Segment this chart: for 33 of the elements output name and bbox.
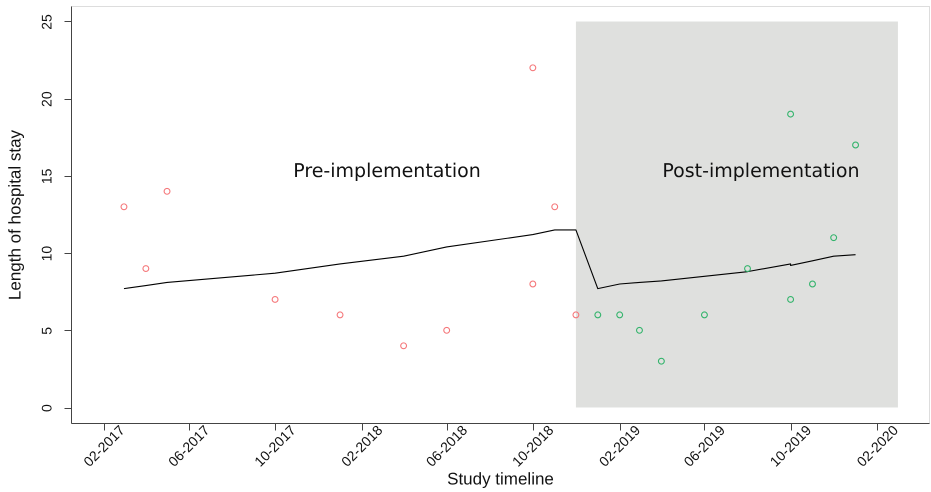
point [744,265,751,272]
annotation: Pre-implementation [293,160,481,182]
y-tick-label: 0 [38,404,54,412]
point [830,234,838,242]
x-axis-title: Study timeline [447,470,554,489]
band-label: Post-implementation [662,160,860,182]
point [787,296,794,303]
y-tick-label: 10 [38,246,54,262]
point [551,203,558,210]
point [142,265,150,272]
point [594,311,602,318]
point [529,64,536,72]
point [336,311,344,318]
point [616,311,624,318]
y-tick-label: 15 [38,168,54,184]
y-tick-label: 20 [38,91,54,107]
y-tick-label: 25 [38,14,54,30]
line-series [123,229,856,290]
point [572,311,580,318]
point [272,296,279,303]
y-axis-title: Length of hospital stay [6,129,24,300]
point [700,311,708,318]
point [809,280,816,288]
point [852,142,860,148]
point [658,358,665,365]
point [400,342,408,350]
point [787,110,794,118]
y-tick-label: 5 [38,326,54,335]
point [120,203,128,210]
point [636,326,643,334]
point [443,326,450,334]
point [164,188,171,195]
point [529,280,536,288]
